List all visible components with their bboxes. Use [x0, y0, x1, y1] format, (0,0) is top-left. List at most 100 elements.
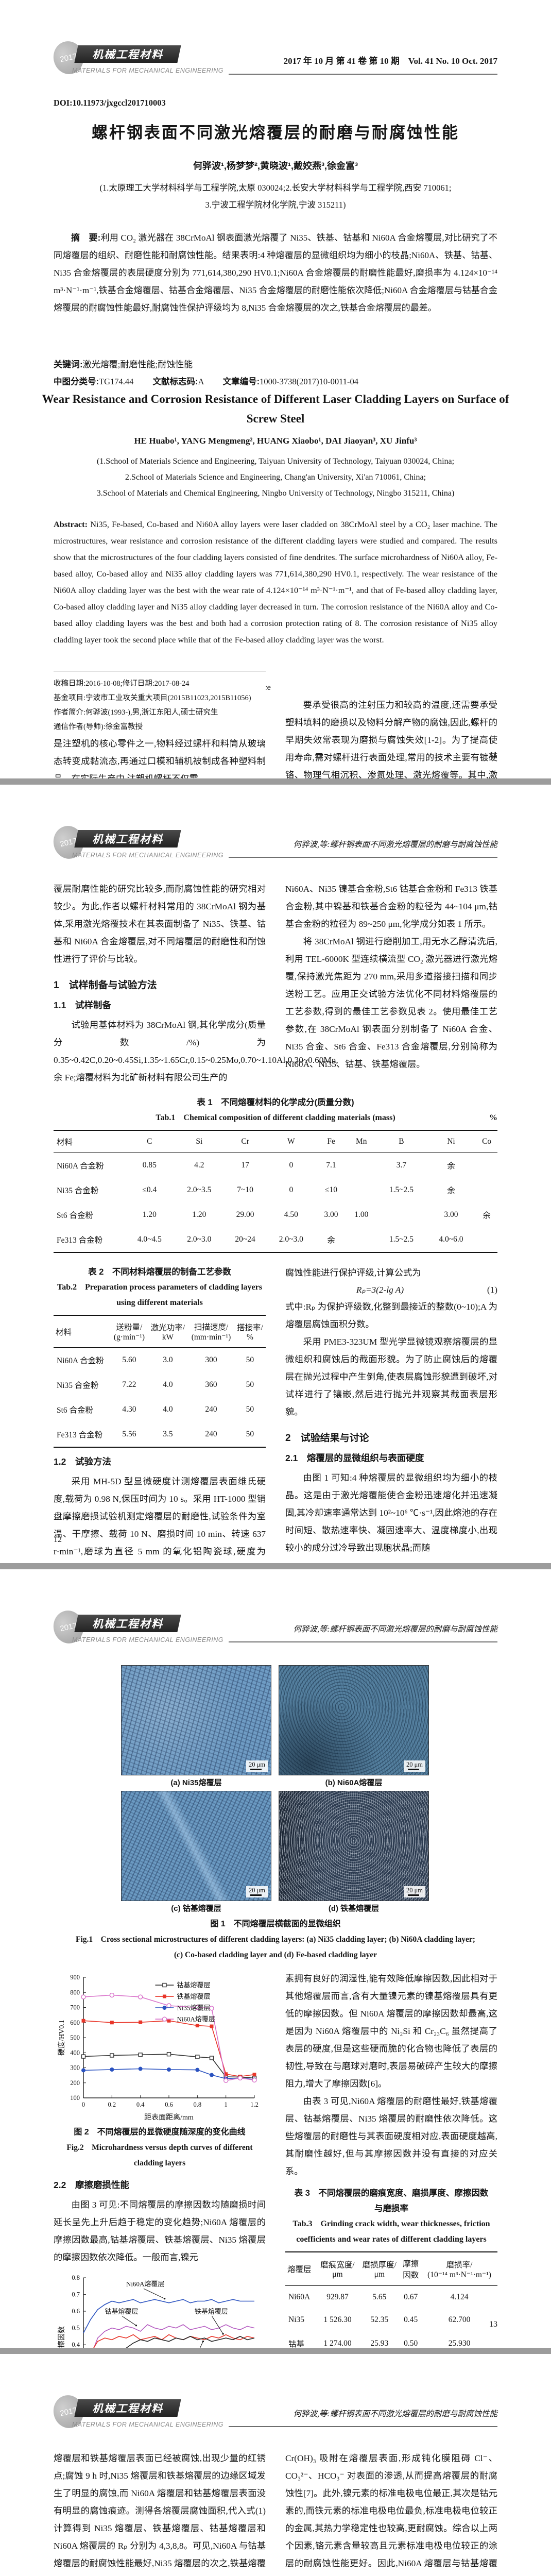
- affil-en-line1: (1.School of Materials Science and Engin…: [96, 457, 455, 466]
- keywords-text: 激光熔覆;耐磨性能;耐蚀性能: [82, 360, 193, 369]
- figure-1-grid: 20 μm (a) Ni35熔覆层 20 μm (b) Ni60A熔覆层 20 μm…: [121, 1665, 430, 1917]
- paragraph: 腐蚀性能进行保护评级,计算公式为: [285, 1268, 421, 1278]
- svg-text:钴基熔覆层: 钴基熔覆层: [105, 2308, 139, 2315]
- running-title-bar: 何骅波,等:螺杆钢表面不同激光熔覆层的耐磨与耐腐蚀性能: [229, 838, 497, 858]
- page4-top-columns: 熔覆层和铁基熔覆层表面已经被腐蚀,出现少量的红锈点;腐蚀 9 h 时,Ni35 …: [54, 2450, 497, 2576]
- scale-bar: 20 μm: [403, 1760, 425, 1772]
- article-title-en: Wear Resistance and Corrosion Resistance…: [42, 393, 509, 425]
- footnote-author: 作者简介:何骅波(1993-),男,浙江东阳人,硕士研究生: [54, 708, 218, 717]
- page2-right-column-top: Ni60A、Ni35 镍基合金粉,St6 钴基合金粉和 Fe313 铁基合金粉,…: [285, 880, 497, 1087]
- journal-logo: 2017 机械工程材料 MATERIALS FOR MECHANICAL ENG…: [50, 1607, 223, 1655]
- th: 材料: [54, 1130, 125, 1153]
- table-row: Ni60A 合金粉 0.85 4.2 17 0 7.1 3.7 余: [57, 1161, 455, 1171]
- svg-text:900: 900: [70, 1974, 80, 1981]
- footnote-received: 收稿日期:2016-10-08;修订日期:2017-08-24: [54, 680, 190, 688]
- th: Si: [174, 1130, 225, 1153]
- page-2: 2017 机械工程材料 MATERIALS FOR MECHANICAL ENG…: [0, 785, 551, 1563]
- table-row: Ni35 合金粉 7.22 4.0 360 50: [57, 1380, 254, 1390]
- table-2-caption-en: Tab.2 Preparation process parameters of …: [57, 1283, 262, 1307]
- svg-text:0.7: 0.7: [72, 2291, 80, 2298]
- page-number: 13: [489, 2320, 497, 2329]
- journal-logo: 2017 机械工程材料 MATERIALS FOR MECHANICAL ENG…: [50, 2392, 223, 2439]
- keywords-label: 关键词:: [54, 360, 83, 369]
- figure-2-caption-en1: Fig.2 Microhardness versus depth curves …: [66, 2143, 253, 2152]
- table-2: 材料 送粉量/ (g·min⁻¹) 激光功率/ kW 扫描速度/ (mm·min…: [54, 1315, 266, 1448]
- svg-text:0.6: 0.6: [72, 2308, 80, 2315]
- th: 熔覆层: [285, 2252, 317, 2286]
- issue-info-bar: 2017 年 10 月 第 41 卷 第 10 期 Vol. 41 No. 10…: [229, 54, 497, 75]
- figure-1-cell-d: 20 μm (d) 铁基熔覆层: [279, 1791, 429, 1917]
- journal-logo: 2017 机械工程材料 MATERIALS FOR MECHANICAL ENG…: [50, 38, 223, 86]
- svg-text:0.4: 0.4: [72, 2341, 80, 2348]
- keywords-cn: 关键词:激光熔覆;耐磨性能;耐蚀性能: [54, 357, 497, 370]
- table-row: Ni35 合金粉 ≤0.4 2.0~3.5 7~10 0 ≤10 1.5~2.5 余: [57, 1185, 455, 1195]
- scale-bar: 20 μm: [246, 1760, 268, 1772]
- th: Cr: [224, 1130, 267, 1153]
- paragraph: 由表 3 可见,Ni60A 熔覆层的耐磨性最好,铁基熔覆层、钴基熔覆层、Ni35…: [285, 2096, 497, 2176]
- figure-1-caption-cn: 图 1 不同熔覆层横截面的显微组织: [210, 1920, 341, 1928]
- micrograph-ni60a: 20 μm: [279, 1665, 429, 1775]
- svg-text:0.6: 0.6: [165, 2101, 173, 2108]
- th: 磨痕宽度/ μm: [316, 2252, 359, 2286]
- running-title: 何骅波,等:螺杆钢表面不同激光熔覆层的耐磨与耐腐蚀性能: [293, 2410, 497, 2418]
- table-row: Fe313 合金粉 4.0~4.5 2.0~3.0 20~24 2.0~3.0 余 1.5~…: [57, 1235, 463, 1245]
- table-1-unit: %: [489, 1113, 497, 1122]
- svg-text:Ni60A熔覆层: Ni60A熔覆层: [126, 2280, 164, 2287]
- affil-cn-line1: (1.太原理工大学材料科学与工程学院,太原 030024;2.长安大学材料科学与…: [99, 183, 452, 193]
- svg-text:0.8: 0.8: [72, 2274, 80, 2281]
- svg-text:500: 500: [70, 2034, 80, 2041]
- svg-text:0: 0: [82, 2101, 85, 2108]
- authors-en: HE Huabo¹, YANG Mengmeng², HUANG Xiaobo¹…: [134, 436, 417, 446]
- figure-3-chart: 01002003004005006000.10.20.30.40.50.60.7…: [57, 2274, 255, 2348]
- page3-left-column: 0 0.2 0.4 0.6 0.8 1 1.2 100 200 300 400 500 600 700 80…: [54, 1970, 266, 2348]
- svg-text:1: 1: [225, 2101, 228, 2108]
- table-3-caption-en1: Tab.3 Grinding crack width, wear thickne…: [292, 2219, 490, 2228]
- abstract-label: 摘 要:: [71, 233, 101, 243]
- paragraph: 采用 MH-5D 型显微硬度计测熔覆层表面维氏硬度,载荷为 0.98 N,保压时…: [54, 1477, 266, 1556]
- paragraph: Cr(OH)₃ 吸附在熔覆层表面,形成钝化膜阻碍 Cl⁻、CO₃²⁻、HCO₃⁻…: [285, 2453, 497, 2568]
- logo-title-en: MATERIALS FOR MECHANICAL ENGINEERING: [72, 67, 223, 74]
- section-1-1-heading: 1.1 试样制备: [54, 1000, 111, 1010]
- logo-title-en: MATERIALS FOR MECHANICAL ENGINEERING: [72, 852, 223, 859]
- svg-text:0.4: 0.4: [136, 2101, 145, 2108]
- logo-title-en: MATERIALS FOR MECHANICAL ENGINEERING: [72, 2421, 223, 2428]
- footnote-block: 收稿日期:2016-10-08;修订日期:2017-08-24 基金项目:宁波市…: [54, 671, 266, 734]
- paragraph: 采用 PME3-323UM 型光学显微镜观察熔覆层的显微组织和腐蚀后的截面形貌。…: [285, 1337, 497, 1417]
- svg-text:800: 800: [70, 1989, 80, 1996]
- figure-1-cell-c: 20 μm (c) 钴基熔覆层: [121, 1791, 271, 1917]
- page3-header: 2017 机械工程材料 MATERIALS FOR MECHANICAL ENG…: [50, 1607, 497, 1655]
- running-title: 何骅波,等:螺杆钢表面不同激光熔覆层的耐磨与耐腐蚀性能: [293, 1625, 497, 1634]
- page2-content: 覆层耐磨性能的研究比较多,而耐腐蚀性能的研究相对较少。为此,作者以螺杆材料常用的…: [54, 880, 497, 1563]
- section-1-heading: 1 试样制备与试验方法: [54, 980, 157, 991]
- running-title-bar: 何骅波,等:螺杆钢表面不同激光熔覆层的耐磨与耐腐蚀性能: [229, 1623, 497, 1642]
- affil-en-line2: 2.School of Materials Science and Engine…: [125, 473, 426, 482]
- paragraph: Ni60A、Ni35 镍基合金粉,St6 钴基合金粉和 Fe313 铁基合金粉,…: [285, 884, 497, 929]
- th: Mn: [346, 1130, 377, 1153]
- table-row: St6 合金粉 4.30 4.0 240 50: [57, 1405, 254, 1415]
- figure-1-cell-a: 20 μm (a) Ni35熔覆层: [121, 1665, 271, 1791]
- th: 送粉量/ (g·min⁻¹): [111, 1315, 148, 1348]
- page2-left-column-bottom: 表 2 不同材料熔覆层的制备工艺参数 Tab.2 Preparation pro…: [54, 1264, 266, 1563]
- table-1: 材料 C Si Cr W Fe Mn B Ni Co Ni60A 合金粉 0.85 4.2 1…: [54, 1130, 497, 1253]
- table-row: St6 合金粉 1.20 1.20 29.00 4.50 3.00 1.00 3.00 余: [57, 1210, 491, 1220]
- logo-banner: 机械工程材料: [74, 830, 181, 848]
- th: C: [125, 1130, 175, 1153]
- th: 磨损率/ (10⁻¹⁴ m³·N⁻¹·m⁻¹): [421, 2252, 497, 2286]
- paragraph: 试验用基体材料为 38CrMoAl 钢,其化学成分(质量分数/%)为 0.35~…: [54, 1020, 338, 1082]
- running-title-bar: 何骅波,等:螺杆钢表面不同激光熔覆层的耐磨与耐腐蚀性能: [229, 2408, 497, 2427]
- page-1: 2017 机械工程材料 MATERIALS FOR MECHANICAL ENG…: [0, 0, 551, 778]
- affiliations-en: (1.School of Materials Science and Engin…: [0, 453, 551, 501]
- micrograph-ni35: 20 μm: [121, 1665, 271, 1775]
- table-3-caption-en2: coefficients and wear rates of different…: [296, 2235, 487, 2244]
- paragraph: 素拥有良好的润湿性,能有效降低摩擦因数,因此相对于其他熔覆层而言,含有大量镍元素…: [285, 1974, 497, 2089]
- abstract-en: Abstract: Ni35, Fe-based, Co-based and N…: [54, 516, 497, 648]
- table-2-caption-cn: 表 2 不同材料熔覆层的制备工艺参数: [88, 1267, 231, 1277]
- page-divider: [0, 2348, 551, 2354]
- page4-header: 2017 机械工程材料 MATERIALS FOR MECHANICAL ENG…: [50, 2392, 497, 2439]
- clc-value: TG174.44: [99, 376, 134, 386]
- th: 扫描速度/ (mm·min⁻¹): [188, 1315, 234, 1348]
- affil-cn-line2: 3.宁波工程学院材化学院,宁波 315211): [205, 200, 346, 210]
- page-4: 2017 机械工程材料 MATERIALS FOR MECHANICAL ENG…: [0, 2354, 551, 2576]
- logo-title-cn: 机械工程材料: [92, 834, 163, 845]
- th: Fe: [316, 1130, 347, 1153]
